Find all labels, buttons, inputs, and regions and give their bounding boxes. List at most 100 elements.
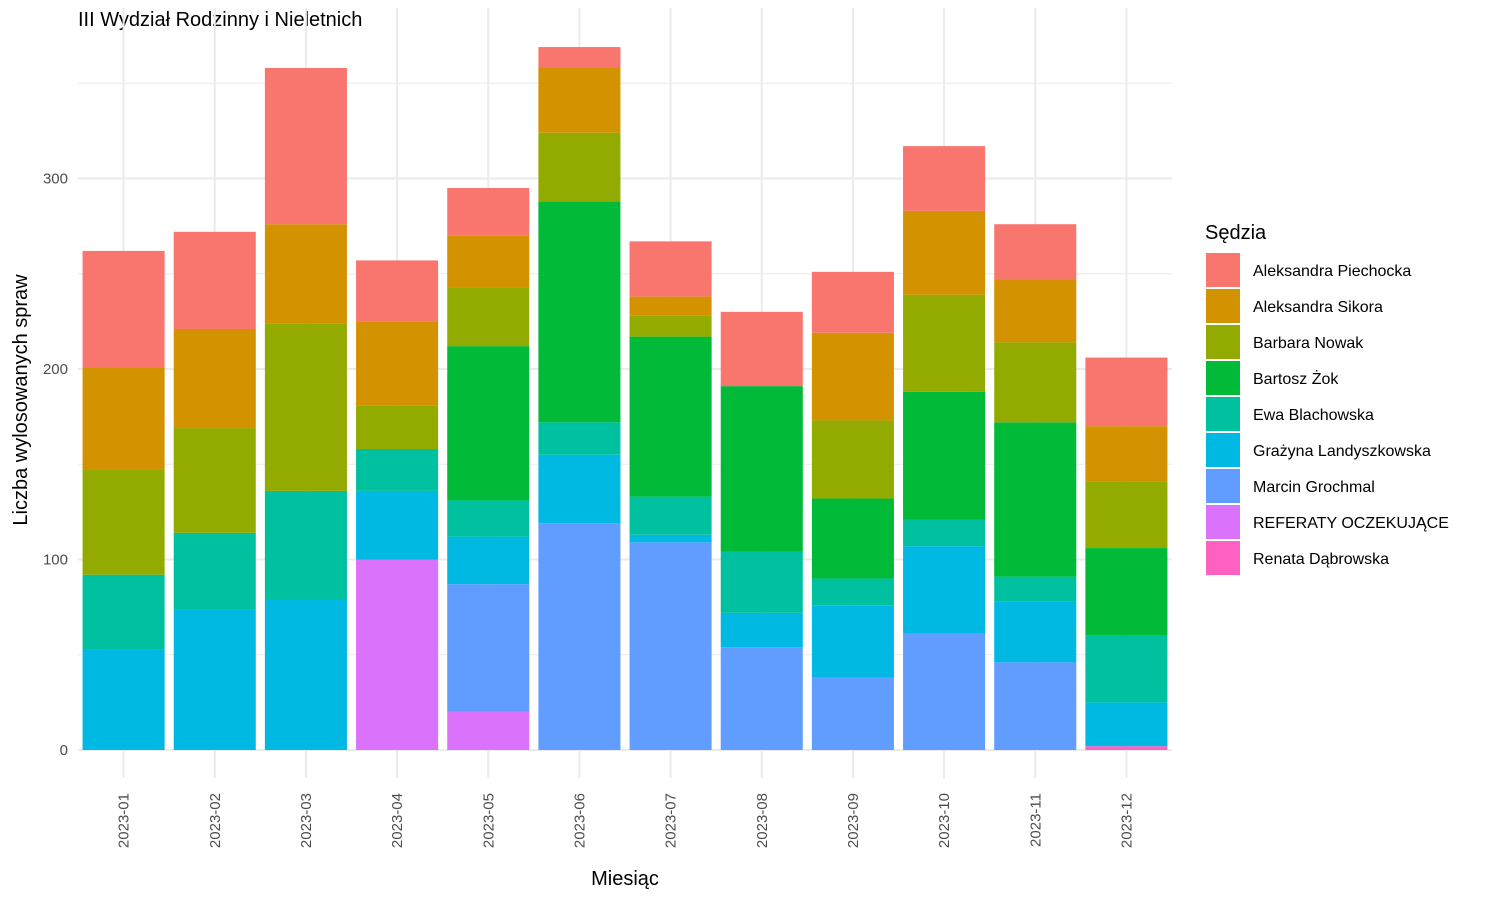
bar-segment: [903, 633, 986, 750]
legend-label: Aleksandra Piechocka: [1253, 263, 1411, 280]
x-tick-label: 2023-04: [389, 793, 406, 848]
bar-segment: [356, 321, 439, 406]
legend-swatch: [1206, 361, 1240, 395]
legend-swatch: [1206, 289, 1240, 323]
bar-segment: [264, 599, 347, 750]
y-tick-label: 200: [43, 361, 68, 378]
minor-gridlines: [78, 82, 1172, 656]
bar-segment: [720, 612, 803, 648]
y-tick-label: 100: [43, 552, 68, 569]
bar-segment: [264, 323, 347, 491]
bar-segment: [720, 386, 803, 552]
legend-label: Aleksandra Sikora: [1253, 299, 1383, 316]
legend-title: Sędzia: [1205, 222, 1267, 244]
x-tick-label: 2023-06: [571, 793, 588, 848]
bar-segment: [811, 605, 894, 678]
bar-segment: [994, 422, 1077, 577]
legend-swatch: [1206, 541, 1240, 575]
bar-segment: [903, 294, 986, 392]
legend-swatch: [1206, 253, 1240, 287]
y-tick-labels: 0 100 200 300: [43, 171, 68, 760]
bar-segment: [811, 677, 894, 750]
bar-segment: [811, 498, 894, 579]
bar-segment: [538, 454, 621, 524]
bar-segment: [356, 405, 439, 450]
legend-swatch: [1206, 433, 1240, 467]
y-tick-label: 0: [60, 742, 68, 759]
bar-segment: [629, 336, 712, 497]
legend: Sędzia Aleksandra Piechocka Aleksandra Si…: [1205, 222, 1449, 575]
bar-segment: [264, 68, 347, 225]
bar-segment: [629, 296, 712, 316]
bar-segment: [356, 449, 439, 491]
bar-segment: [538, 201, 621, 423]
legend-label: Marcin Grochmal: [1253, 479, 1375, 496]
bar-segment: [629, 534, 712, 543]
bar-segment: [811, 271, 894, 333]
legend-label: Bartosz Żok: [1253, 369, 1339, 388]
bar-segment: [82, 250, 165, 368]
bar-segment: [1085, 702, 1168, 747]
legend-label: Grażyna Landyszkowska: [1253, 443, 1431, 460]
bar-segment: [356, 260, 439, 322]
bar-segment: [1085, 746, 1168, 750]
chart-title: III Wydział Rodzinny i Nieletnich: [78, 9, 362, 31]
legend-swatch: [1206, 325, 1240, 359]
legend-swatch: [1206, 505, 1240, 539]
bar-segment: [811, 332, 894, 421]
bar-segment: [264, 224, 347, 324]
bar-segment: [356, 559, 439, 750]
bar-segment: [811, 578, 894, 606]
x-tick-label: 2023-07: [663, 793, 680, 848]
x-tick-label: 2023-10: [936, 793, 953, 848]
x-tick-labels: 2023-01 2023-02 2023-03 2023-04 2023-05 2023-…: [116, 793, 1136, 848]
bar-segment: [447, 287, 530, 347]
legend-label: REFERATY OCZEKUJĄCE: [1253, 515, 1449, 532]
bar-segment: [173, 609, 256, 750]
bar-segment: [629, 542, 712, 750]
bar-segment: [173, 328, 256, 429]
bar-segment: [447, 346, 530, 501]
bar-segment: [173, 231, 256, 329]
bar-segment: [447, 188, 530, 236]
bar-segment: [447, 584, 530, 712]
legend-swatch: [1206, 397, 1240, 431]
bar-segment: [538, 47, 621, 69]
bar-segment: [538, 523, 621, 750]
bar-segment: [903, 210, 986, 295]
bar-segment: [447, 711, 530, 750]
bar-segment: [994, 601, 1077, 663]
bar-segment: [720, 551, 803, 613]
bar-segment: [994, 576, 1077, 602]
bar-segment: [994, 279, 1077, 343]
x-tick-label: 2023-09: [845, 793, 862, 848]
bar-segment: [994, 662, 1077, 750]
y-axis-title: Liczba wylosowanych spraw: [10, 274, 32, 526]
bar-segment: [1085, 481, 1168, 549]
legend-label: Ewa Blachowska: [1253, 407, 1374, 424]
bar-segment: [720, 311, 803, 387]
bar-segment: [447, 500, 530, 537]
x-tick-label: 2023-12: [1118, 793, 1135, 848]
bar-segment: [538, 132, 621, 202]
bar-segment: [82, 649, 165, 750]
bar-segment: [82, 367, 165, 470]
x-tick-label: 2023-08: [754, 793, 771, 848]
bar-segment: [811, 420, 894, 499]
legend-label: Barbara Nowak: [1253, 335, 1364, 352]
bar-segment: [903, 146, 986, 211]
bar-segment: [538, 68, 621, 133]
x-tick-label: 2023-11: [1027, 793, 1044, 847]
bars: [82, 47, 1168, 750]
bar-segment: [629, 496, 712, 535]
bar-segment: [1085, 357, 1168, 427]
bar-segment: [356, 490, 439, 560]
bar-segment: [903, 391, 986, 520]
bar-segment: [994, 224, 1077, 280]
bar-segment: [264, 490, 347, 600]
x-tick-label: 2023-01: [116, 793, 133, 848]
bar-segment: [173, 532, 256, 610]
legend-swatch: [1206, 469, 1240, 503]
bar-segment: [1085, 635, 1168, 703]
